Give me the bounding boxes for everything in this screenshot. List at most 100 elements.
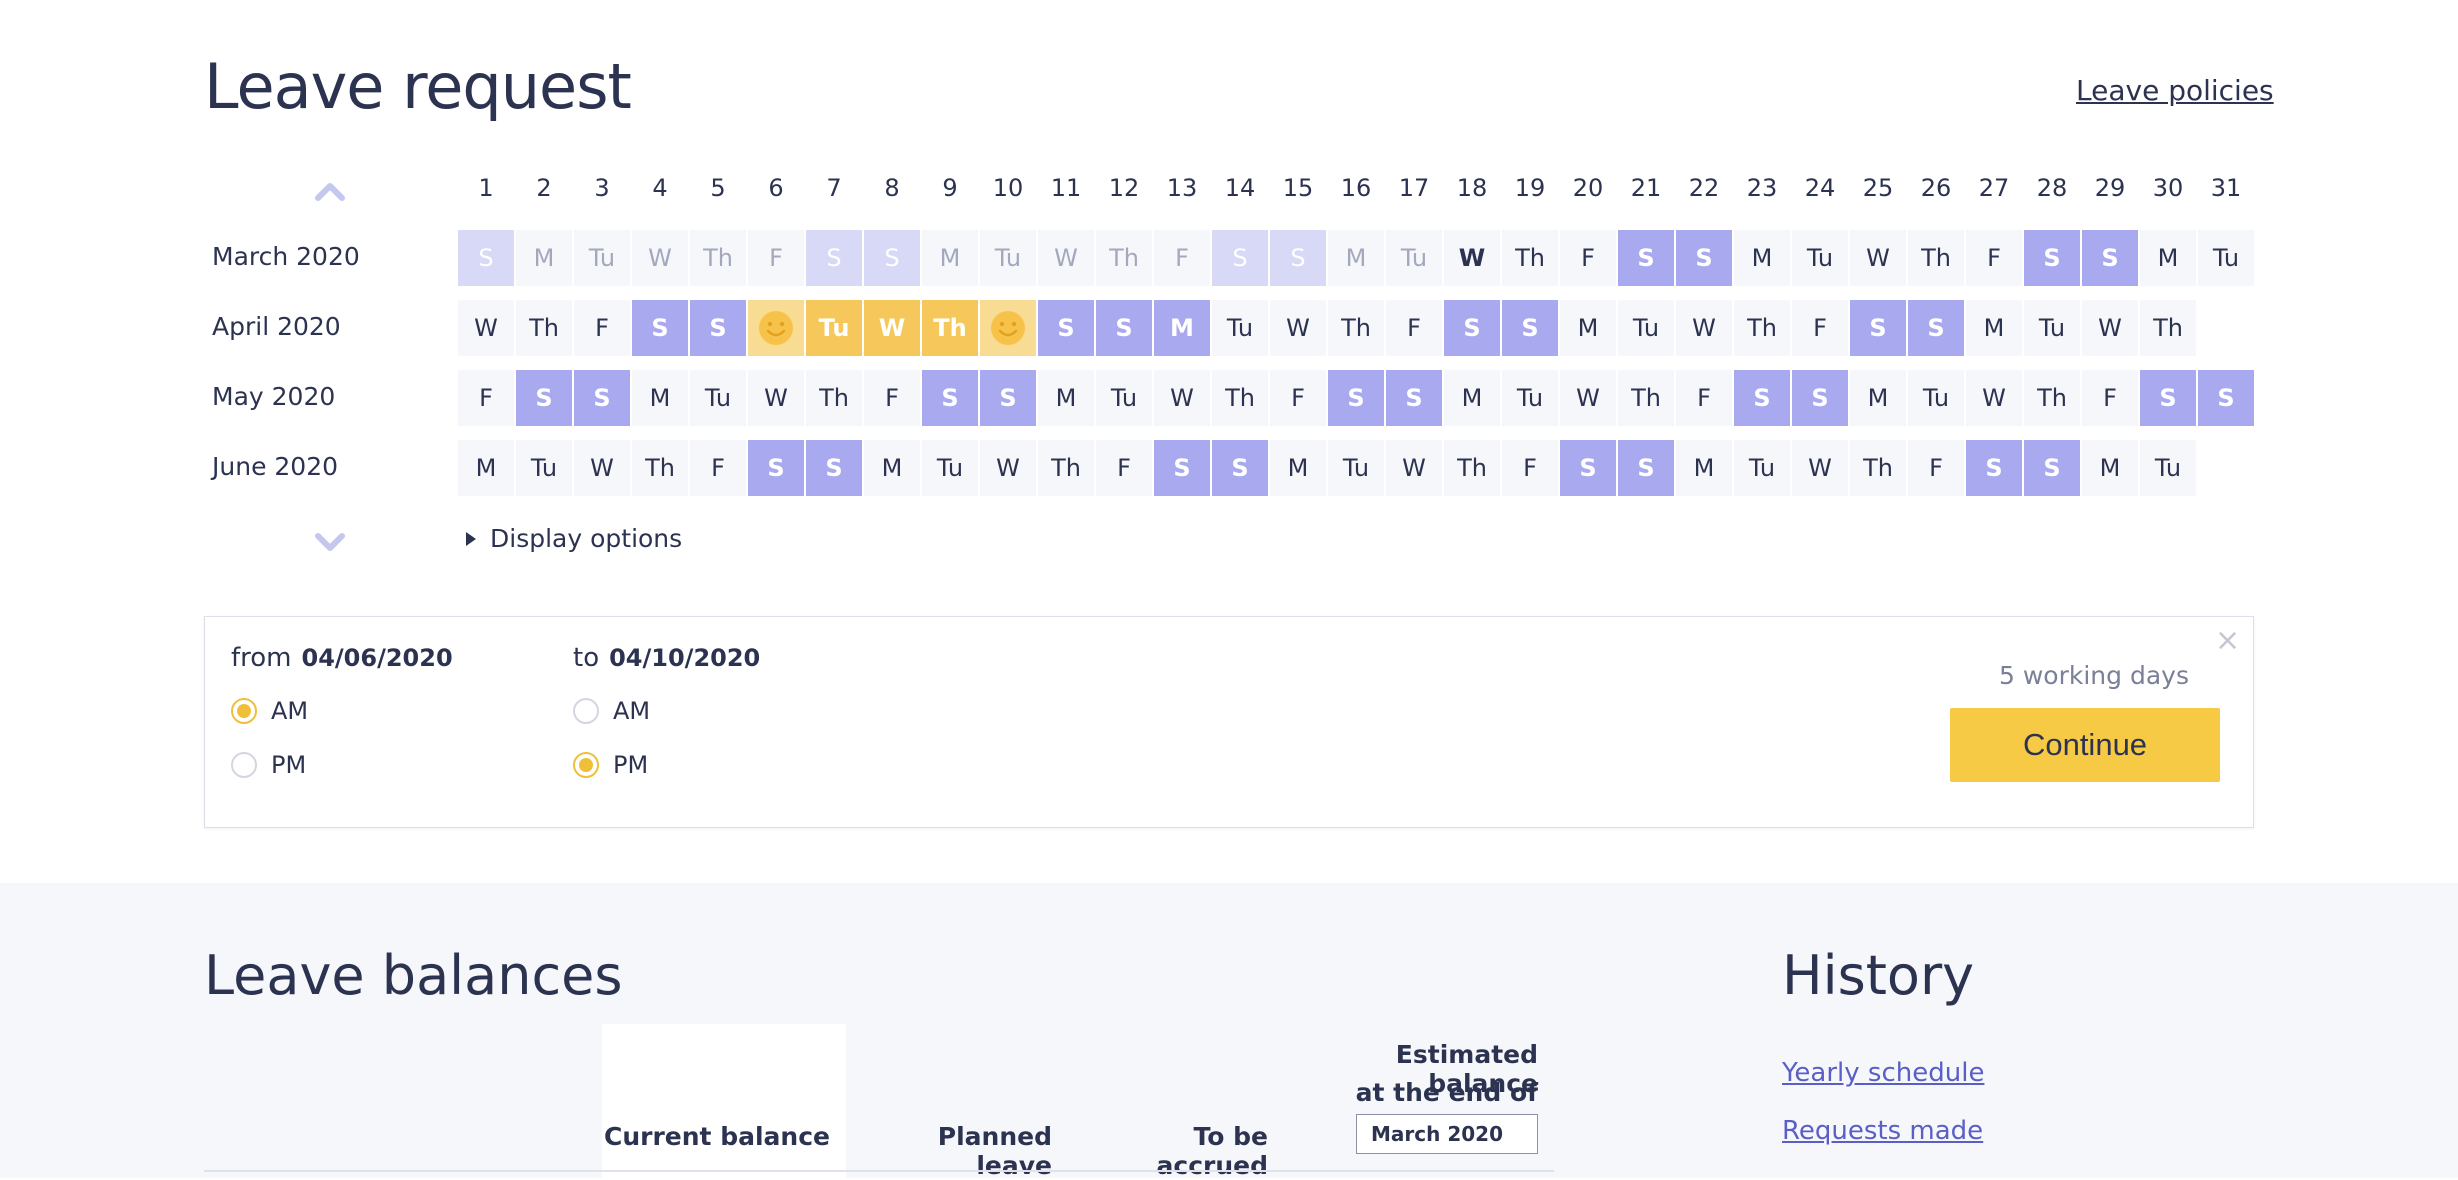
calendar-day-cell[interactable]: Th [516,300,572,356]
half-day-cell[interactable] [980,300,1036,356]
calendar-day-cell[interactable]: S [1038,300,1094,356]
calendar-day-cell[interactable]: F [1502,440,1558,496]
calendar-day-cell[interactable]: W [458,300,514,356]
calendar-day-cell[interactable]: S [574,370,630,426]
calendar-day-cell[interactable]: S [1618,230,1674,286]
calendar-day-cell[interactable]: Tu [2140,440,2196,496]
calendar-day-cell[interactable]: Tu [2198,230,2254,286]
calendar-day-cell[interactable]: F [1386,300,1442,356]
calendar-day-cell[interactable]: S [748,440,804,496]
calendar-day-cell[interactable]: W [1038,230,1094,286]
calendar-day-cell[interactable]: Th [1096,230,1152,286]
calendar-day-cell[interactable]: W [632,230,688,286]
calendar-day-cell[interactable]: Tu [980,230,1036,286]
chevron-down-icon[interactable] [310,528,350,558]
calendar-day-cell[interactable]: S [2024,440,2080,496]
calendar-day-cell[interactable]: Tu [516,440,572,496]
calendar-day-cell[interactable]: S [690,300,746,356]
to-pm-radio[interactable] [573,752,599,778]
calendar-day-cell[interactable]: W [864,300,920,356]
calendar-day-cell[interactable]: Th [1212,370,1268,426]
calendar-day-cell[interactable]: Tu [1386,230,1442,286]
calendar-day-cell[interactable]: Th [1734,300,1790,356]
calendar-day-cell[interactable]: Tu [1502,370,1558,426]
calendar-day-cell[interactable]: S [864,230,920,286]
to-pm-option[interactable]: PM [573,751,648,779]
calendar-day-cell[interactable]: M [632,370,688,426]
calendar-day-cell[interactable]: S [806,230,862,286]
display-options-toggle[interactable]: Display options [464,524,682,553]
calendar-day-cell[interactable]: W [1792,440,1848,496]
calendar-day-cell[interactable]: S [1386,370,1442,426]
half-day-cell[interactable] [748,300,804,356]
continue-button[interactable]: Continue [1950,708,2220,782]
calendar-day-cell[interactable]: F [690,440,746,496]
calendar-day-cell[interactable]: M [2140,230,2196,286]
calendar-day-cell[interactable]: S [1850,300,1906,356]
calendar-day-cell[interactable]: Th [1502,230,1558,286]
calendar-day-cell[interactable]: S [1270,230,1326,286]
calendar-day-cell[interactable]: S [1560,440,1616,496]
calendar-day-cell[interactable]: S [1444,300,1500,356]
calendar-day-cell[interactable]: F [1676,370,1732,426]
calendar-day-cell[interactable]: M [1676,440,1732,496]
calendar-day-cell[interactable]: Tu [2024,300,2080,356]
calendar-day-cell[interactable]: Th [1444,440,1500,496]
calendar-day-cell[interactable]: Tu [806,300,862,356]
calendar-day-cell[interactable]: W [1966,370,2022,426]
calendar-day-cell[interactable]: Tu [1212,300,1268,356]
calendar-day-cell[interactable]: W [1850,230,1906,286]
calendar-day-cell[interactable]: Tu [1618,300,1674,356]
calendar-day-cell[interactable]: S [1212,440,1268,496]
calendar-day-cell[interactable]: S [1908,300,1964,356]
calendar-day-cell[interactable]: S [1212,230,1268,286]
requests-made-link[interactable]: Requests made [1782,1116,1984,1146]
calendar-day-cell[interactable]: Th [690,230,746,286]
calendar-day-cell[interactable]: S [1966,440,2022,496]
from-date[interactable]: 04/06/2020 [301,644,453,672]
close-icon[interactable]: × [2215,623,2241,658]
calendar-day-cell[interactable]: Th [806,370,862,426]
calendar-day-cell[interactable]: M [864,440,920,496]
calendar-day-cell[interactable]: S [2024,230,2080,286]
estimated-month-select[interactable]: March 2020 [1356,1114,1538,1154]
calendar-day-cell[interactable]: S [1328,370,1384,426]
calendar-day-cell[interactable]: W [1560,370,1616,426]
calendar-day-cell[interactable]: M [516,230,572,286]
calendar-day-cell[interactable]: S [458,230,514,286]
calendar-day-cell[interactable]: Tu [1734,440,1790,496]
calendar-day-cell[interactable]: Th [1038,440,1094,496]
calendar-day-cell[interactable]: S [1676,230,1732,286]
calendar-day-cell[interactable]: Th [2024,370,2080,426]
calendar-day-cell[interactable]: S [2140,370,2196,426]
calendar-day-cell[interactable]: S [1154,440,1210,496]
calendar-day-cell[interactable]: Th [632,440,688,496]
calendar-day-cell[interactable]: Tu [574,230,630,286]
calendar-day-cell[interactable]: S [922,370,978,426]
calendar-day-cell[interactable]: S [1792,370,1848,426]
calendar-day-cell[interactable]: S [806,440,862,496]
leave-policies-link[interactable]: Leave policies [2076,74,2274,107]
calendar-day-cell[interactable]: W [1444,230,1500,286]
calendar-day-cell[interactable]: Tu [1908,370,1964,426]
calendar-day-cell[interactable]: W [574,440,630,496]
calendar-day-cell[interactable]: W [1154,370,1210,426]
calendar-day-cell[interactable]: S [632,300,688,356]
calendar-day-cell[interactable]: Tu [1792,230,1848,286]
calendar-day-cell[interactable]: Tu [1096,370,1152,426]
calendar-day-cell[interactable]: F [1154,230,1210,286]
calendar-day-cell[interactable]: W [1386,440,1442,496]
calendar-day-cell[interactable]: F [748,230,804,286]
calendar-day-cell[interactable]: S [1502,300,1558,356]
calendar-day-cell[interactable]: M [2082,440,2138,496]
yearly-schedule-link[interactable]: Yearly schedule [1782,1058,1985,1088]
calendar-day-cell[interactable]: F [1096,440,1152,496]
calendar-day-cell[interactable]: Th [1328,300,1384,356]
calendar-day-cell[interactable]: M [1444,370,1500,426]
calendar-day-cell[interactable]: S [1734,370,1790,426]
calendar-day-cell[interactable]: M [1966,300,2022,356]
calendar-day-cell[interactable]: Tu [922,440,978,496]
chevron-up-icon[interactable] [310,176,350,206]
calendar-day-cell[interactable]: F [458,370,514,426]
calendar-day-cell[interactable]: M [1328,230,1384,286]
